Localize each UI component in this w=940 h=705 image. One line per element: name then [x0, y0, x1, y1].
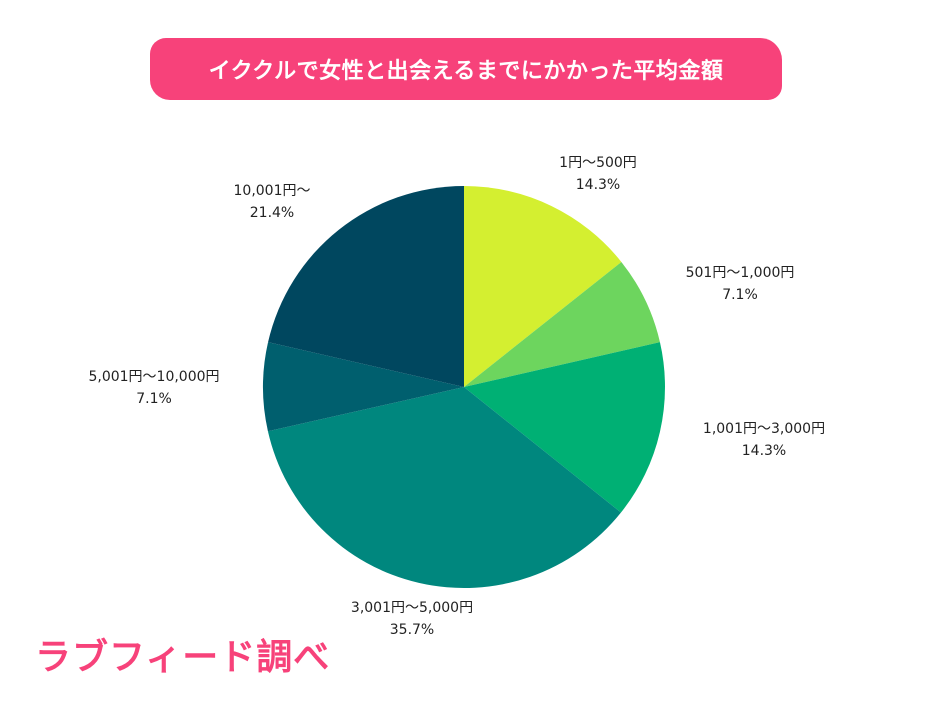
label-slice-4: 5,001円〜10,000円 7.1%: [88, 369, 220, 407]
pie-slice-0: [464, 186, 622, 387]
pie-slice-3: [267, 387, 621, 588]
pie-slice-4: [263, 342, 464, 432]
label-slice-2: 1,001円〜3,000円 14.3%: [702, 421, 826, 459]
label-slice-3: 3,001円〜5,000円 35.7%: [350, 600, 474, 638]
pie-slice-1: [464, 261, 660, 387]
label-slice-1: 501円〜1,000円 7.1%: [685, 265, 795, 303]
source-credit: ラブフィード調べ: [35, 637, 331, 678]
label-slice-0: 1円〜500円 14.3%: [559, 155, 637, 193]
chart-title: イククルで女性と出会えるまでにかかった平均金額: [150, 38, 782, 100]
pie-slice-2: [464, 342, 665, 513]
pie-slice-5: [268, 186, 464, 387]
label-slice-5: 10,001円〜 21.4%: [233, 183, 311, 221]
